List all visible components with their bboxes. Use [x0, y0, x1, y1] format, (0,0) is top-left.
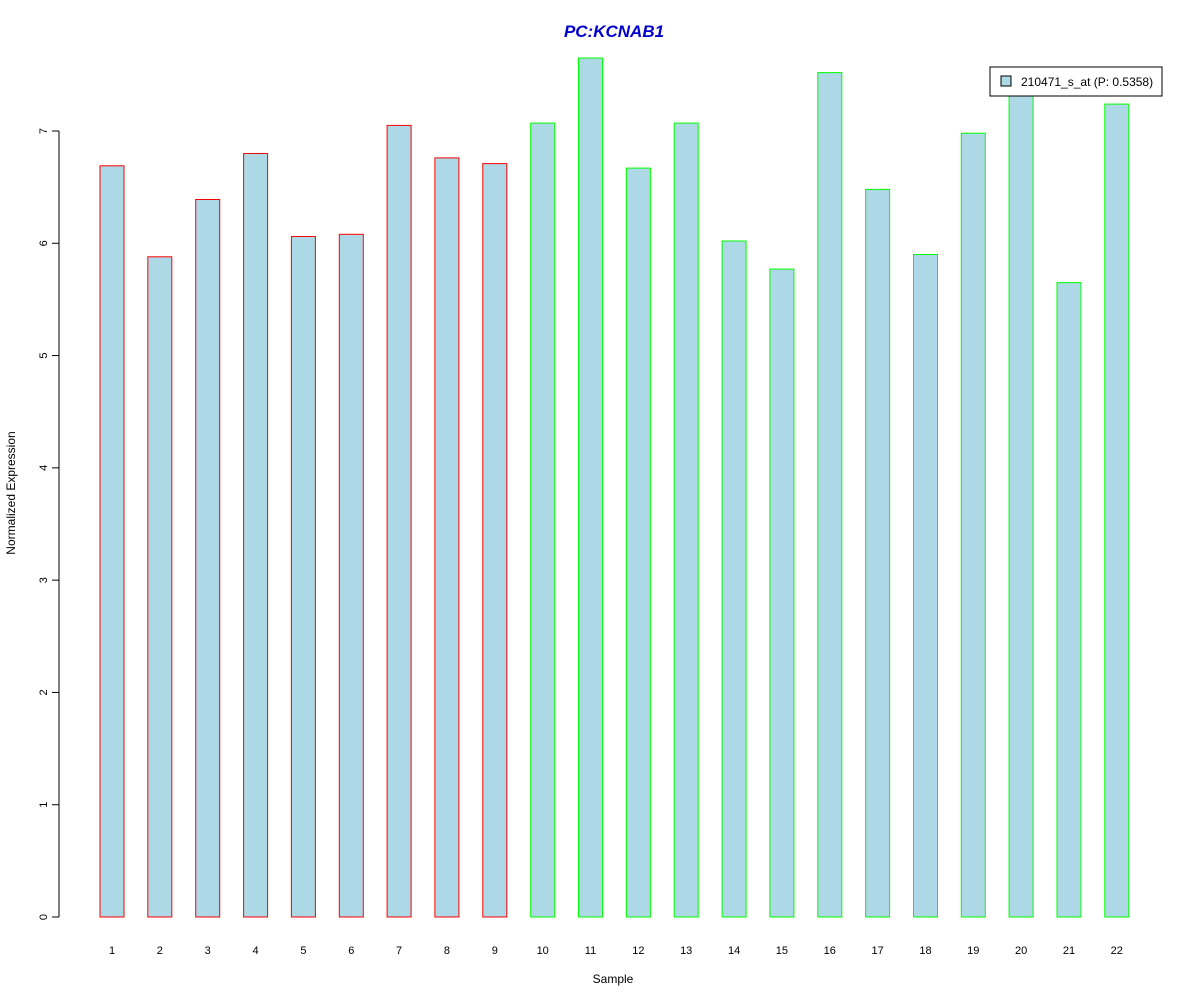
x-tick-label: 7 — [396, 945, 402, 957]
x-tick-label: 10 — [537, 945, 549, 957]
y-tick-label: 1 — [38, 802, 50, 808]
x-tick-label: 4 — [253, 945, 259, 957]
y-tick-label: 2 — [38, 689, 50, 695]
y-tick-label: 4 — [38, 465, 50, 471]
y-tick-label: 6 — [38, 240, 50, 246]
x-tick-label: 11 — [585, 945, 596, 957]
legend-swatch — [1000, 75, 1012, 87]
bar-sample-16 — [817, 72, 843, 918]
x-axis-title: Sample — [593, 972, 634, 986]
bar-sample-13 — [673, 122, 699, 918]
x-axis-labels: 1 2 3 4 5 6 7 8 9 10 11 12 13 14 15 16 17 18 19 20 21 22 — [109, 945, 1123, 957]
bar-sample-6 — [338, 233, 364, 918]
bar-sample-10 — [530, 122, 556, 918]
y-tick-label: 7 — [38, 128, 50, 134]
x-tick-label: 2 — [157, 945, 163, 957]
x-tick-label: 3 — [205, 945, 211, 957]
x-tick-label: 16 — [824, 945, 836, 957]
bar-sample-17 — [865, 188, 891, 918]
x-tick-label: 8 — [444, 945, 450, 957]
bar-sample-14 — [721, 240, 747, 918]
bar-sample-12 — [625, 167, 651, 918]
x-tick-label: 22 — [1111, 945, 1123, 957]
bar-sample-2 — [147, 256, 173, 918]
x-tick-label: 5 — [300, 945, 306, 957]
y-axis: 0 1 2 3 4 5 6 7 — [38, 128, 60, 920]
x-tick-label: 20 — [1015, 945, 1027, 957]
y-tick-label: 3 — [38, 577, 50, 583]
bar-sample-1 — [99, 165, 125, 918]
bar-sample-4 — [243, 153, 269, 918]
bar-sample-8 — [434, 157, 460, 918]
x-tick-label: 12 — [632, 945, 644, 957]
bar-sample-19 — [960, 132, 986, 918]
bar-sample-15 — [769, 268, 795, 918]
y-axis-title: Normalized Expression — [4, 431, 18, 554]
legend-box — [989, 66, 1163, 97]
bar-sample-21 — [1056, 282, 1082, 918]
x-tick-label: 21 — [1063, 945, 1075, 957]
legend: 210471_s_at (P: 0.5358) — [989, 66, 1163, 97]
x-tick-label: 18 — [919, 945, 931, 957]
x-tick-label: 13 — [680, 945, 692, 957]
legend-entry-label: 210471_s_at (P: 0.5358) — [1021, 75, 1153, 89]
x-tick-label: 17 — [871, 945, 883, 957]
bar-sample-18 — [913, 254, 938, 918]
x-tick-label: 19 — [967, 945, 979, 957]
bar-sample-3 — [195, 199, 221, 918]
bar-sample-11 — [578, 57, 603, 918]
bar-sample-7 — [386, 124, 412, 918]
x-tick-label: 6 — [348, 945, 354, 957]
x-tick-label: 14 — [728, 945, 740, 957]
x-tick-label: 15 — [776, 945, 788, 957]
y-tick-label: 5 — [38, 353, 50, 359]
bar-sample-5 — [290, 236, 316, 918]
x-tick-label: 9 — [492, 945, 498, 957]
chart-title: PC:KCNAB1 — [564, 22, 664, 41]
bar-sample-20 — [1008, 91, 1034, 918]
bar-sample-9 — [482, 163, 508, 918]
bars — [99, 57, 1130, 918]
y-tick-label: 0 — [38, 914, 50, 920]
bar-sample-22 — [1104, 103, 1130, 918]
x-tick-label: 1 — [109, 945, 115, 957]
